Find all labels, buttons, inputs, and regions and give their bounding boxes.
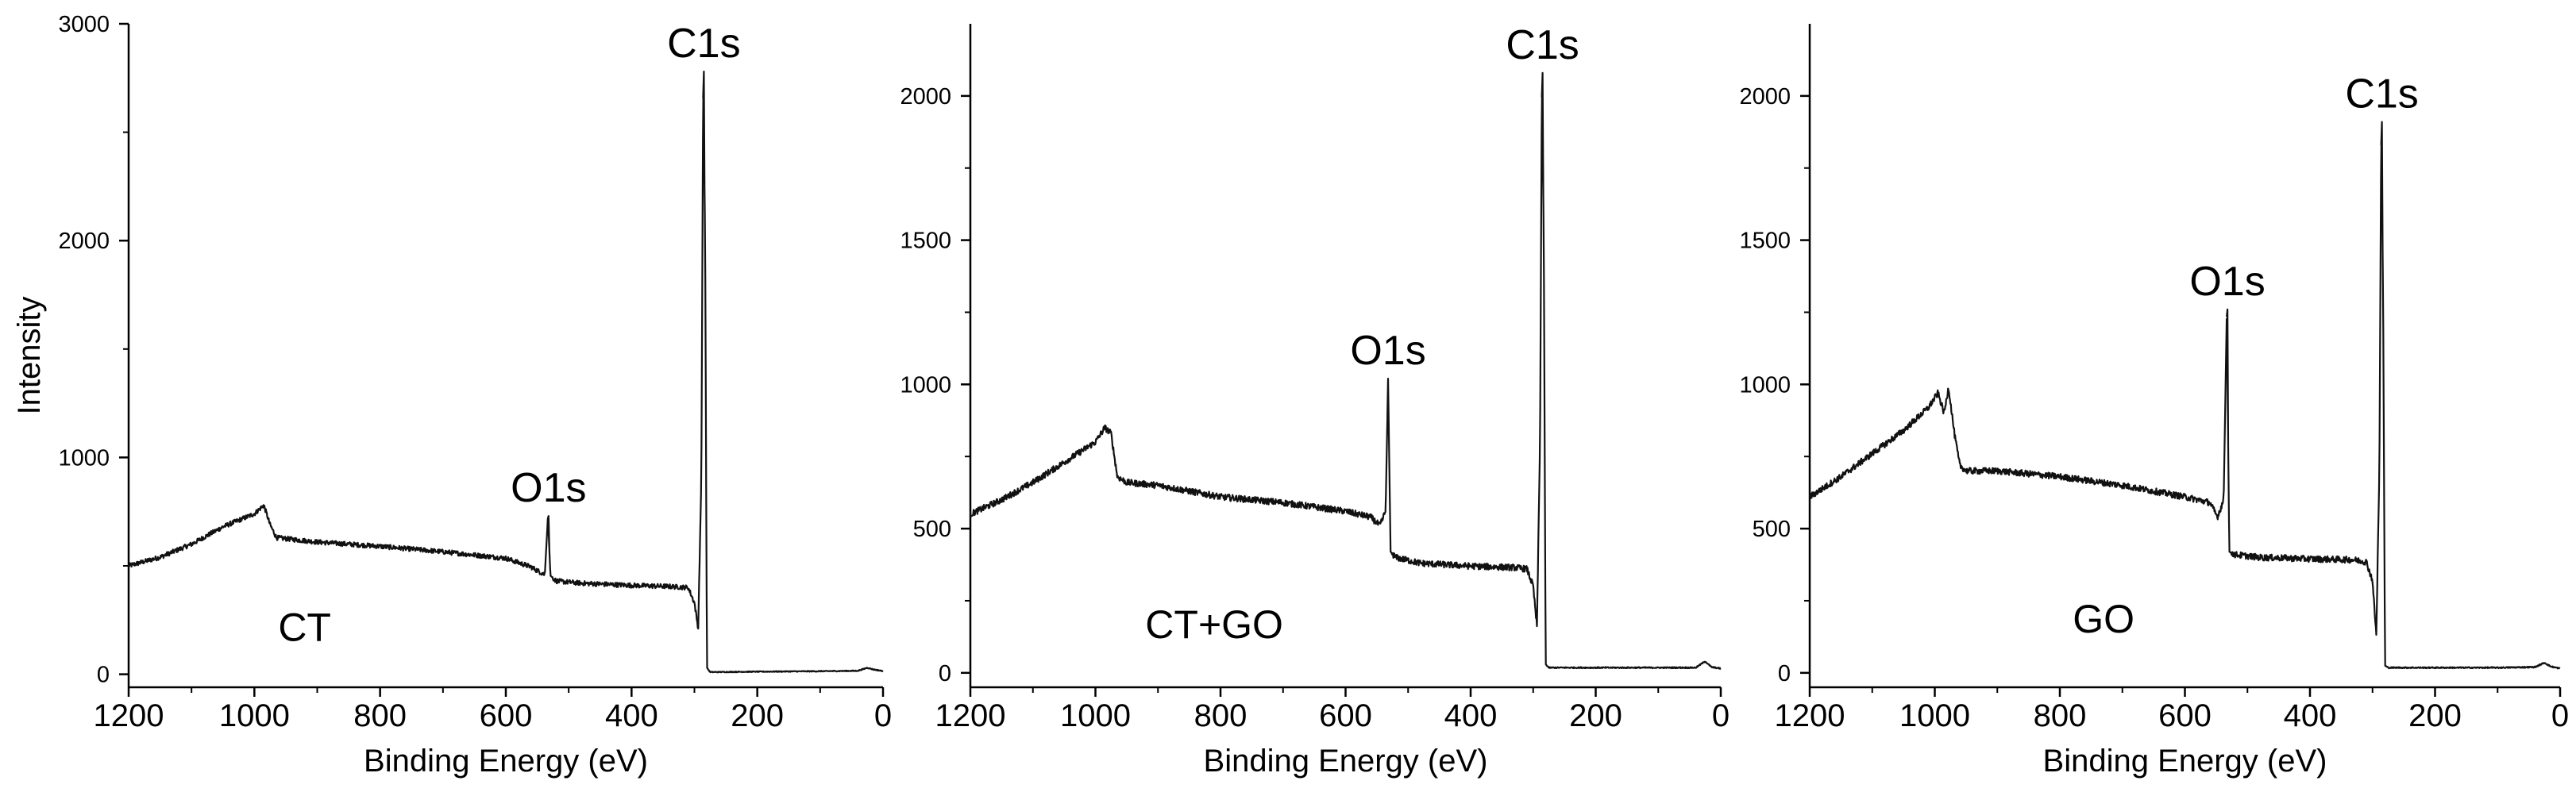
x-axis-title: Binding Energy (eV) (364, 744, 648, 779)
x-tick-label: 800 (353, 698, 407, 733)
sample-label: CT+GO (1145, 602, 1283, 647)
y-tick-label: 1000 (900, 372, 951, 398)
x-axis-title: Binding Energy (eV) (2043, 744, 2327, 779)
y-tick-label: 1500 (900, 229, 951, 254)
y-tick-label: 2000 (58, 229, 110, 254)
x-tick-label: 1000 (1899, 698, 1970, 733)
x-tick-label: 400 (605, 698, 658, 733)
peak-label-c1s: C1s (2345, 71, 2418, 117)
peak-label-o1s: O1s (511, 465, 586, 511)
y-tick-label: 0 (1778, 661, 1791, 686)
x-tick-label: 1200 (94, 698, 164, 733)
y-tick-label: 1500 (1739, 229, 1791, 254)
spectrum-line (1808, 121, 2561, 670)
x-tick-label: 400 (2284, 698, 2337, 733)
peak-label-o1s: O1s (2189, 259, 2265, 305)
y-tick-label: 3000 (58, 12, 110, 37)
y-tick-label: 1000 (58, 445, 110, 471)
y-tick-label: 2000 (1739, 84, 1791, 110)
x-tick-label: 200 (731, 698, 784, 733)
peak-label-c1s: C1s (667, 21, 740, 67)
x-tick-label: 600 (480, 698, 533, 733)
x-tick-label: 0 (874, 698, 892, 733)
y-tick-label: 0 (939, 661, 951, 686)
x-tick-label: 1000 (219, 698, 290, 733)
x-tick-label: 0 (1712, 698, 1730, 733)
y-tick-label: 2000 (900, 84, 951, 110)
x-tick-label: 800 (2034, 698, 2087, 733)
spectrum-line (127, 71, 884, 674)
x-tick-label: 600 (2158, 698, 2212, 733)
x-tick-label: 0 (2551, 698, 2569, 733)
x-tick-label: 200 (2408, 698, 2462, 733)
sample-label: CT (278, 606, 331, 650)
x-tick-label: 600 (1319, 698, 1372, 733)
x-tick-label: 800 (1194, 698, 1248, 733)
sample-label: GO (2073, 597, 2134, 641)
y-tick-label: 0 (97, 663, 110, 688)
y-tick-label: 1000 (1739, 372, 1791, 398)
y-tick-label: 500 (1753, 517, 1791, 542)
x-tick-label: 1200 (935, 698, 1006, 733)
x-tick-label: 1200 (1775, 698, 1845, 733)
x-tick-label: 1000 (1060, 698, 1131, 733)
y-axis-title: Intensity (12, 297, 47, 415)
x-axis-title: Binding Energy (eV) (1204, 744, 1488, 779)
x-tick-label: 400 (1444, 698, 1498, 733)
peak-label-c1s: C1s (1506, 22, 1579, 68)
spectrum-line (969, 71, 1722, 670)
peak-label-o1s: O1s (1350, 328, 1425, 374)
y-tick-label: 500 (913, 517, 951, 542)
x-tick-label: 200 (1569, 698, 1622, 733)
